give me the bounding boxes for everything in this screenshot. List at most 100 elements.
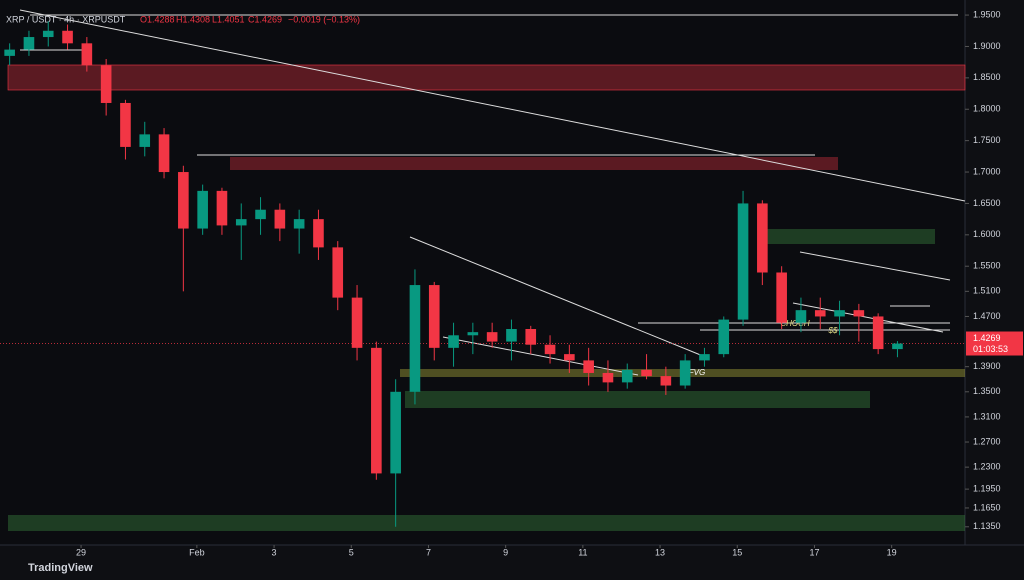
ohlc: H1.4308 xyxy=(176,14,210,24)
x-tick-label: 19 xyxy=(887,547,897,557)
candle-body xyxy=(100,65,112,103)
candle-body xyxy=(660,376,672,386)
annotation: $$ xyxy=(828,326,838,335)
y-tick-label: 1.1650 xyxy=(973,502,1001,512)
trend-line xyxy=(409,236,704,357)
candle-body xyxy=(23,37,35,50)
last-price-label: 1.4269 xyxy=(973,333,1001,343)
y-tick-label: 1.2300 xyxy=(973,462,1001,472)
y-tick-label: 1.6000 xyxy=(973,229,1001,239)
last-price-box xyxy=(966,331,1023,356)
brand: TradingView xyxy=(28,562,93,574)
candle-body xyxy=(602,372,614,383)
y-tick-label: 1.5500 xyxy=(973,261,1001,271)
candle-body xyxy=(757,203,768,273)
y-tick-label: 1.3900 xyxy=(973,361,1001,371)
candle-body xyxy=(255,209,266,220)
annotation: FVG xyxy=(689,368,705,377)
candle-body xyxy=(679,360,691,386)
candle-body xyxy=(409,285,421,392)
x-tick-label: 15 xyxy=(732,547,742,557)
candle-body xyxy=(699,354,710,361)
candle-body xyxy=(390,391,401,474)
y-tick-label: 1.1950 xyxy=(973,483,1001,493)
candle-body xyxy=(428,285,440,348)
candle-body xyxy=(293,219,305,229)
candle-body xyxy=(718,319,730,355)
zone xyxy=(8,515,965,531)
symbol: XRP / USDT · 4h · XRPUSDT xyxy=(6,14,126,24)
candle-body xyxy=(235,219,247,226)
candle-body xyxy=(892,343,903,350)
ohlc: C1.4269 xyxy=(248,14,282,24)
y-tick-label: 1.2700 xyxy=(973,436,1001,446)
candle-body xyxy=(621,369,633,383)
y-tick-label: 1.5100 xyxy=(973,286,1001,296)
candle-body xyxy=(42,30,54,38)
candle-body xyxy=(120,102,131,147)
candle-body xyxy=(737,203,749,320)
candle-body xyxy=(486,332,498,342)
x-tick-label: 13 xyxy=(655,547,665,557)
candle-body xyxy=(467,332,479,336)
header: XRP / USDT · 4h · XRPUSDT O1.4288 H1.430… xyxy=(6,14,360,24)
candle-body xyxy=(4,49,15,56)
candle-body xyxy=(814,310,826,317)
candle-body xyxy=(274,209,286,229)
candle-body xyxy=(448,335,459,348)
candle-body xyxy=(776,272,787,323)
zone xyxy=(765,229,935,244)
x-tick-label: 3 xyxy=(272,547,277,557)
zone xyxy=(7,64,966,91)
candle-body xyxy=(158,134,170,173)
y-tick-label: 1.3500 xyxy=(973,386,1001,396)
candle-body xyxy=(564,354,575,361)
y-tick-label: 1.9000 xyxy=(973,41,1001,51)
candle-body xyxy=(641,369,652,377)
y-tick-label: 1.8000 xyxy=(973,104,1001,114)
x-tick-label: 11 xyxy=(578,547,587,557)
y-tick-label: 1.6500 xyxy=(973,198,1001,208)
x-tick-label: 17 xyxy=(809,547,819,557)
candle-body xyxy=(583,360,594,373)
trend-line xyxy=(442,336,639,376)
y-tick-label: 1.3100 xyxy=(973,411,1001,421)
candle-body xyxy=(313,219,324,248)
trend-line xyxy=(799,251,951,281)
y-tick-label: 1.7000 xyxy=(973,166,1001,176)
candle-body xyxy=(853,310,865,317)
x-tick-label: 9 xyxy=(503,547,508,557)
candle-body xyxy=(525,329,537,345)
y-tick-label: 1.9500 xyxy=(973,9,1001,19)
candle-body xyxy=(544,344,556,355)
ohlc: O1.4288 xyxy=(140,14,175,24)
y-tick-label: 1.1350 xyxy=(973,521,1001,531)
candle-body xyxy=(872,316,884,350)
countdown: 01:03:53 xyxy=(973,344,1008,354)
candle-body xyxy=(795,310,807,323)
candle-body xyxy=(351,297,363,348)
candle-body xyxy=(834,310,845,317)
y-tick-label: 1.4700 xyxy=(973,311,1001,321)
candle-body xyxy=(197,190,208,229)
ohlc: L1.4051 xyxy=(212,14,245,24)
trend-line xyxy=(792,302,944,333)
x-tick-label: 7 xyxy=(426,547,431,557)
candle-body xyxy=(62,30,73,44)
annotation: CHOCH xyxy=(780,319,810,328)
x-tick-label: 29 xyxy=(76,547,86,557)
change: −0.0019 (−0.13%) xyxy=(288,14,360,24)
zone xyxy=(405,391,870,408)
zone xyxy=(230,157,838,170)
trend-line xyxy=(19,9,966,202)
candle-body xyxy=(81,43,93,66)
candle-body xyxy=(371,347,382,474)
plot-bg xyxy=(0,0,965,545)
candle-body xyxy=(139,134,151,147)
y-tick-label: 1.7500 xyxy=(973,135,1001,145)
x-tick-label: 5 xyxy=(349,547,354,557)
candle-body xyxy=(178,172,189,229)
x-tick-label: Feb xyxy=(189,547,205,557)
